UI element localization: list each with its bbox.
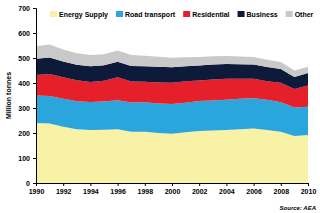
- x-tick-mark: [226, 183, 227, 186]
- x-tick-label: 2006: [246, 188, 262, 195]
- y-tick-mark: [33, 108, 36, 109]
- x-tick: 2008: [274, 183, 290, 195]
- y-tick-label: 100: [18, 155, 30, 162]
- legend-label: Business: [247, 11, 278, 18]
- y-tick-mark: [33, 58, 36, 59]
- y-tick-mark: [33, 133, 36, 134]
- y-tick: 600: [18, 30, 36, 37]
- x-tick-label: 1996: [110, 188, 126, 195]
- legend-label: Energy Supply: [59, 11, 108, 19]
- y-tick-mark: [33, 33, 36, 34]
- x-tick-label: 1992: [56, 188, 72, 195]
- x-tick: 1990: [29, 183, 45, 195]
- y-tick-label: 200: [18, 130, 30, 137]
- y-tick-label: 300: [18, 105, 30, 112]
- legend-label: Other: [295, 11, 314, 18]
- legend-label: Residential: [192, 11, 229, 18]
- y-tick-label: 400: [18, 80, 30, 87]
- y-tick: 500: [18, 55, 36, 62]
- x-tick-mark: [308, 183, 309, 186]
- x-tick-label: 2010: [301, 188, 317, 195]
- x-tick-mark: [172, 183, 173, 186]
- legend-label: Road transport: [125, 11, 176, 19]
- x-tick-mark: [36, 183, 37, 186]
- x-tick: 2002: [192, 183, 208, 195]
- y-tick: 100: [18, 155, 36, 162]
- x-tick: 1994: [83, 183, 99, 195]
- x-tick: 2006: [246, 183, 262, 195]
- legend-swatch: [50, 11, 57, 17]
- y-tick-label: 700: [18, 5, 30, 12]
- x-tick: 1996: [110, 183, 126, 195]
- legend-item: Business: [238, 11, 278, 18]
- plot: 0100200300400500600700199019921994199619…: [18, 5, 316, 195]
- x-tick-mark: [281, 183, 282, 186]
- y-tick: 300: [18, 105, 36, 112]
- x-tick-label: 1990: [29, 188, 45, 195]
- x-tick-label: 1998: [138, 188, 154, 195]
- y-tick: 700: [18, 5, 36, 12]
- x-tick-label: 2008: [274, 188, 290, 195]
- x-tick: 1998: [138, 183, 154, 195]
- y-tick-mark: [33, 8, 36, 9]
- x-tick-mark: [90, 183, 91, 186]
- x-tick-mark: [63, 183, 64, 186]
- legend: Energy Supply Road transport Residential Bu…: [50, 11, 314, 19]
- x-tick: 2010: [301, 183, 317, 195]
- x-tick: 1992: [56, 183, 72, 195]
- x-tick-mark: [254, 183, 255, 186]
- y-tick-label: 0: [26, 180, 30, 187]
- legend-swatch: [183, 11, 190, 17]
- areas: [36, 45, 308, 184]
- x-tick-label: 2004: [219, 188, 235, 195]
- legend-item: Residential: [183, 11, 229, 18]
- x-axis-line: [37, 184, 309, 187]
- chart: 0100200300400500600700199019921994199619…: [0, 0, 320, 213]
- y-tick-mark: [33, 183, 36, 184]
- legend-swatch: [238, 11, 245, 17]
- legend-swatch: [116, 11, 123, 17]
- x-tick-mark: [199, 183, 200, 186]
- legend-item: Road transport: [116, 11, 176, 19]
- x-tick-label: 2000: [165, 188, 181, 195]
- y-tick-label: 500: [18, 55, 30, 62]
- legend-swatch: [286, 11, 293, 17]
- legend-item: Energy Supply: [50, 11, 108, 19]
- legend-item: Other: [286, 11, 314, 18]
- x-tick-mark: [118, 183, 119, 186]
- y-tick: 200: [18, 130, 36, 137]
- area-series: [36, 45, 308, 78]
- x-tick-mark: [145, 183, 146, 186]
- y-tick: 0: [26, 180, 36, 187]
- y-tick-mark: [33, 158, 36, 159]
- x-tick: 2000: [165, 183, 181, 195]
- y-axis: 0 100 200 300 400 500 600 700: [18, 5, 36, 187]
- x-tick: 2004: [219, 183, 235, 195]
- y-axis-line: [33, 9, 37, 184]
- x-tick-label: 1994: [83, 188, 99, 195]
- y-axis-title: Million tonnes: [5, 72, 12, 119]
- y-tick-mark: [33, 83, 36, 84]
- x-tick-label: 2002: [192, 188, 208, 195]
- y-tick: 400: [18, 80, 36, 87]
- source: Source: AEA: [280, 205, 316, 211]
- y-tick-label: 600: [18, 30, 30, 37]
- x-axis: 1990 1992 1994 1996 1998 2000 2002 2004 2006 2008…: [29, 183, 317, 195]
